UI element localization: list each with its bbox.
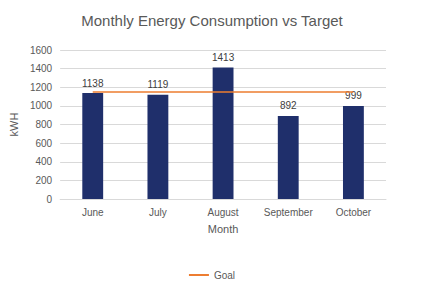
svg-text:1000: 1000 [30, 100, 53, 111]
svg-text:July: July [149, 207, 167, 218]
svg-text:1600: 1600 [30, 45, 53, 56]
svg-text:kWH: kWH [8, 113, 20, 137]
svg-text:1400: 1400 [30, 63, 53, 74]
svg-text:1200: 1200 [30, 82, 53, 93]
svg-text:June: June [82, 207, 104, 218]
svg-text:August: August [208, 207, 239, 218]
svg-text:400: 400 [35, 156, 52, 167]
svg-text:Month: Month [208, 223, 239, 235]
svg-text:1413: 1413 [212, 52, 235, 63]
svg-text:892: 892 [280, 100, 297, 111]
svg-text:Goal: Goal [214, 270, 235, 281]
svg-text:September: September [264, 207, 314, 218]
svg-text:600: 600 [35, 138, 52, 149]
svg-text:200: 200 [35, 175, 52, 186]
svg-text:1119: 1119 [148, 79, 169, 90]
svg-text:Monthly Energy Consumption vs: Monthly Energy Consumption vs Target [81, 12, 343, 29]
svg-text:800: 800 [35, 119, 52, 130]
svg-text:0: 0 [47, 194, 53, 205]
svg-text:999: 999 [345, 90, 362, 102]
svg-text:1138: 1138 [82, 78, 104, 89]
svg-text:October: October [336, 207, 372, 218]
